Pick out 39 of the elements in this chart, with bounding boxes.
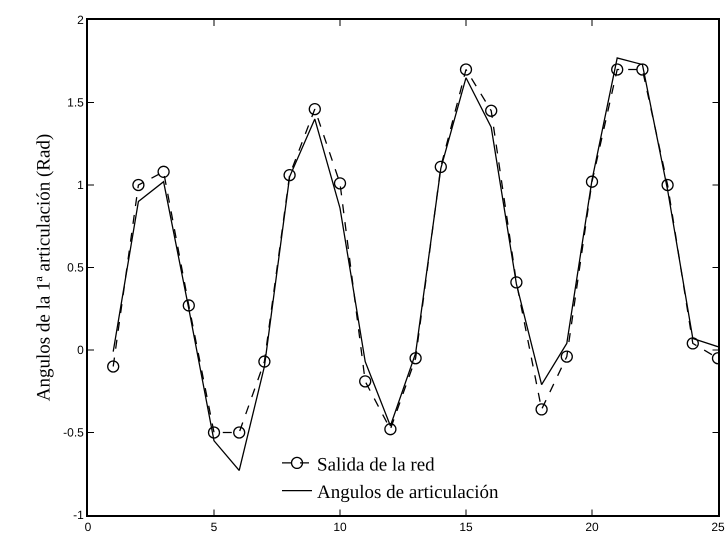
x-tick-label: 15	[459, 520, 473, 534]
legend-label: Salida de la red	[317, 454, 436, 476]
y-tick-label: -1	[73, 508, 84, 522]
y-tick-label: 2	[77, 13, 84, 28]
point	[510, 276, 523, 288]
point	[686, 337, 699, 350]
point	[107, 360, 120, 373]
x-tick-label: 10	[333, 520, 347, 534]
point	[560, 350, 573, 363]
point	[661, 178, 674, 192]
point	[409, 352, 422, 364]
point	[460, 63, 472, 76]
y-tick-label: 1.5	[67, 96, 84, 110]
point	[636, 63, 649, 76]
point	[611, 63, 624, 76]
y-tick-label: 0	[77, 343, 84, 358]
point	[182, 299, 195, 312]
legend-label: Angulos de articulación	[317, 482, 499, 504]
point	[258, 355, 271, 368]
point	[157, 166, 170, 178]
y-tick-label: -0.5	[63, 426, 84, 440]
y-tick-label: 0.5	[67, 260, 84, 275]
point	[586, 176, 598, 188]
x-tick-label: 5	[210, 520, 218, 534]
x-tick-label: 20	[585, 520, 599, 534]
y-axis-title: Angulos de la 1ª articulación (Rad)	[34, 134, 55, 402]
x-tick-label: 25	[711, 520, 725, 534]
point	[535, 403, 548, 416]
point	[208, 426, 220, 439]
point	[434, 160, 447, 173]
point	[485, 104, 498, 117]
point	[334, 177, 346, 190]
point	[308, 102, 321, 116]
point	[132, 178, 145, 192]
y-tick-label: 1	[77, 178, 84, 192]
point	[283, 168, 296, 182]
point	[359, 375, 372, 388]
point	[384, 423, 397, 436]
point	[233, 426, 246, 439]
